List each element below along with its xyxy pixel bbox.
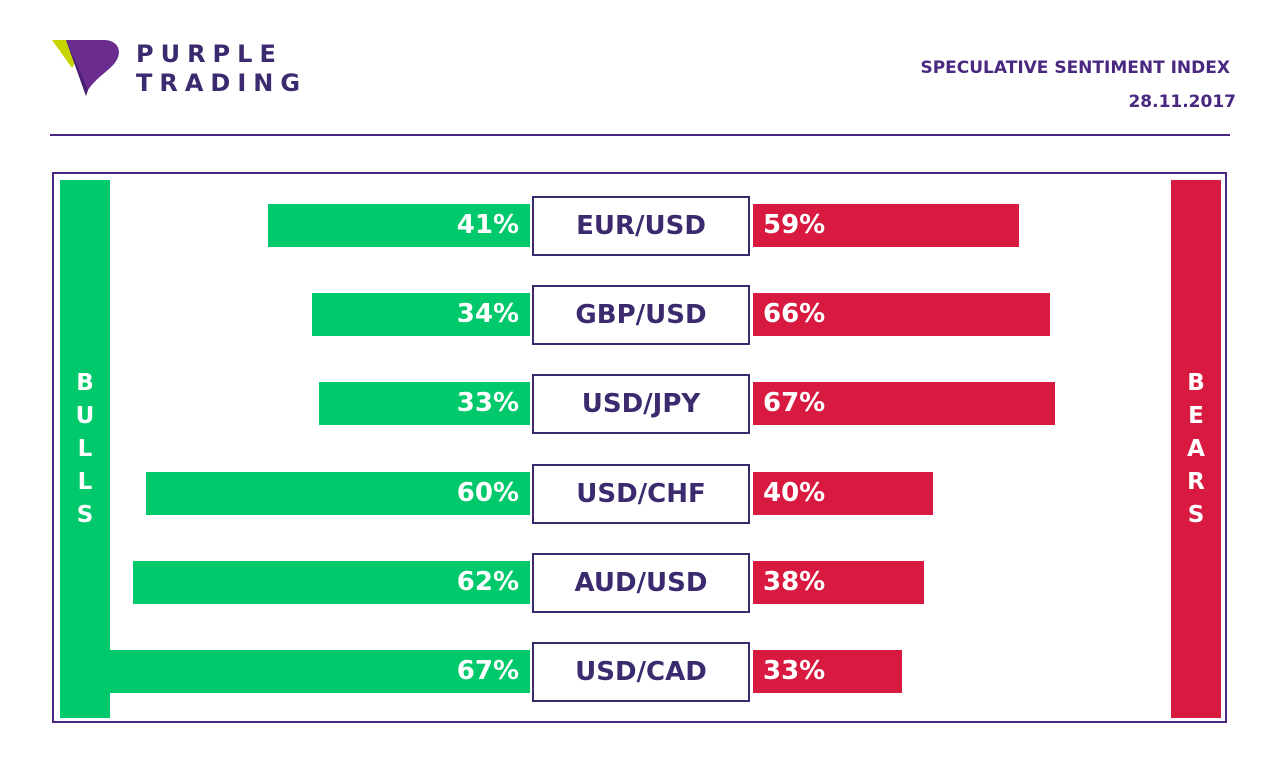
brand-wordmark: PURPLE TRADING xyxy=(136,40,307,98)
brand-logo: PURPLE TRADING xyxy=(52,40,312,102)
bears-percent-label: 38% xyxy=(763,567,826,597)
bears-bar xyxy=(753,204,1019,247)
bears-bar xyxy=(753,650,902,693)
bulls-percent-label: 62% xyxy=(456,567,519,597)
brand-line-2: TRADING xyxy=(136,69,308,97)
bears-percent-label: 67% xyxy=(763,388,826,418)
currency-pair-box: AUD/USD xyxy=(532,553,750,613)
currency-pair-box: USD/JPY xyxy=(532,374,750,434)
bulls-bar xyxy=(312,293,530,336)
currency-pair-label: GBP/USD xyxy=(575,300,707,330)
bulls-bar xyxy=(267,204,530,247)
bears-percent-label: 66% xyxy=(763,299,826,329)
sentiment-row: 67% 33% USD/CAD xyxy=(0,642,1280,702)
bulls-percent-label: 34% xyxy=(456,299,519,329)
bears-percent-label: 33% xyxy=(763,656,826,686)
currency-pair-label: USD/CAD xyxy=(575,657,707,687)
bears-side-bar: BEARS xyxy=(1171,180,1221,718)
sentiment-row: 60% 40% USD/CHF xyxy=(0,464,1280,524)
sentiment-row: 33% 67% USD/JPY xyxy=(0,374,1280,434)
currency-pair-label: AUD/USD xyxy=(574,568,708,598)
currency-pair-box: USD/CHF xyxy=(532,464,750,524)
currency-pair-box: GBP/USD xyxy=(532,285,750,345)
currency-pair-label: EUR/USD xyxy=(576,211,706,241)
currency-pair-label: USD/CHF xyxy=(576,479,706,509)
bulls-percent-label: 67% xyxy=(456,656,519,686)
bulls-percent-label: 33% xyxy=(456,388,519,418)
bears-percent-label: 40% xyxy=(763,478,826,508)
bulls-side-bar: BULLS xyxy=(60,180,110,718)
bulls-bar xyxy=(146,472,530,515)
currency-pair-label: USD/JPY xyxy=(581,389,701,419)
sentiment-row: 41% 59% EUR/USD xyxy=(0,196,1280,256)
bulls-label: BULLS xyxy=(75,369,95,528)
bears-bar xyxy=(753,561,924,604)
bulls-percent-label: 41% xyxy=(456,210,519,240)
currency-pair-box: EUR/USD xyxy=(532,196,750,256)
bulls-bar xyxy=(318,382,530,425)
logo-mark-icon xyxy=(52,40,119,96)
bulls-bar xyxy=(101,650,530,693)
bulls-percent-label: 60% xyxy=(456,478,519,508)
bulls-bar xyxy=(133,561,530,604)
sentiment-row: 34% 66% GBP/USD xyxy=(0,285,1280,345)
sentiment-row: 62% 38% AUD/USD xyxy=(0,553,1280,613)
report-date: 28.11.2017 xyxy=(1128,92,1236,112)
currency-pair-box: USD/CAD xyxy=(532,642,750,702)
bears-bar xyxy=(753,472,933,515)
page-title: SPECULATIVE SENTIMENT INDEX xyxy=(920,58,1230,78)
chart-frame xyxy=(52,172,1227,723)
bears-label: BEARS xyxy=(1187,369,1205,528)
brand-line-1: PURPLE xyxy=(136,40,283,68)
bears-bar xyxy=(753,382,1055,425)
bears-percent-label: 59% xyxy=(763,210,826,240)
header-divider xyxy=(50,134,1230,136)
bears-bar xyxy=(753,293,1050,336)
